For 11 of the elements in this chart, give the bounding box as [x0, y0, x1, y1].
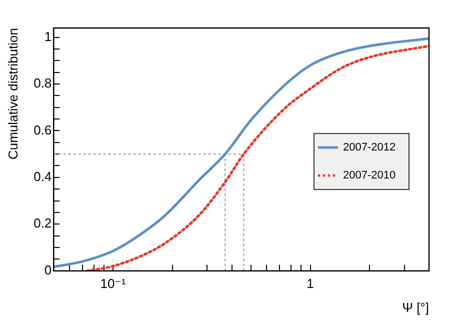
y-tick-label: 0.8 [34, 76, 52, 91]
legend-label: 2007-2010 [343, 170, 396, 182]
y-axis-title: Cumulative distribution [5, 28, 20, 160]
legend-label: 2007-2012 [343, 142, 396, 154]
x-tick-label: 10⁻¹ [100, 276, 127, 292]
x-axis-title: Ψ [°] [402, 300, 429, 315]
y-tick-label: 0.4 [34, 168, 52, 184]
y-tick-label: 0.6 [34, 122, 52, 138]
y-tick-label: 1 [44, 28, 52, 44]
y-tick-label: 0 [44, 262, 52, 278]
y-tick-label: 0.2 [34, 216, 52, 231]
